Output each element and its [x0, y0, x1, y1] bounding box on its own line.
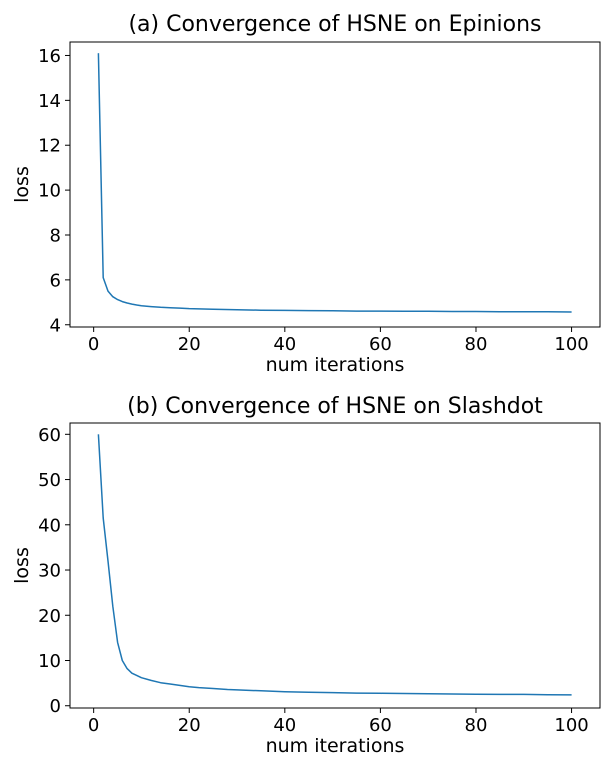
- plot-frame: [69, 41, 601, 328]
- x-tick-label: 80: [465, 334, 488, 355]
- x-tick-label: 20: [178, 334, 201, 355]
- x-tick-label: 80: [465, 715, 488, 736]
- chart-title: (a) Convergence of HSNE on Epinions: [128, 12, 541, 37]
- x-axis-label: num iterations: [266, 735, 405, 757]
- panel-epinions: (a) Convergence of HSNE on Epinions 0 20 4…: [11, 12, 601, 376]
- y-axis: 4 6 8 10 12 14 16: [38, 46, 70, 336]
- x-tick-label: 20: [178, 715, 201, 736]
- y-tick-label: 14: [38, 91, 61, 112]
- y-tick-label: 50: [38, 470, 61, 491]
- y-axis: 0 10 20 30 40 50 60: [38, 425, 70, 717]
- x-tick-label: 0: [88, 334, 99, 355]
- x-tick-label: 60: [369, 334, 392, 355]
- y-tick-label: 40: [38, 515, 61, 536]
- x-tick-label: 60: [369, 715, 392, 736]
- y-tick-label: 12: [38, 136, 61, 157]
- y-tick-label: 20: [38, 606, 61, 627]
- y-tick-label: 8: [50, 225, 61, 246]
- y-tick-label: 10: [38, 651, 61, 672]
- y-tick-label: 10: [38, 181, 61, 202]
- x-axis: 0 20 40 60 80 100: [88, 708, 589, 736]
- x-tick-label: 0: [88, 715, 99, 736]
- panel-slashdot: (b) Convergence of HSNE on Slashdot 0 20 4…: [11, 394, 601, 757]
- x-tick-label: 100: [554, 334, 588, 355]
- y-tick-label: 6: [50, 270, 61, 291]
- y-tick-label: 60: [38, 425, 61, 446]
- x-tick-label: 40: [273, 334, 296, 355]
- y-tick-label: 30: [38, 561, 61, 582]
- y-tick-label: 4: [50, 315, 61, 336]
- y-tick-label: 0: [50, 696, 61, 717]
- y-axis-label: loss: [11, 547, 33, 584]
- loss-line: [97, 53, 572, 313]
- chart-title: (b) Convergence of HSNE on Slashdot: [127, 394, 543, 419]
- y-axis-label: loss: [11, 166, 33, 203]
- loss-line: [97, 434, 572, 696]
- x-axis-label: num iterations: [266, 354, 405, 376]
- x-axis: 0 20 40 60 80 100: [88, 327, 589, 355]
- plot-frame: [69, 422, 601, 709]
- y-tick-label: 16: [38, 46, 61, 67]
- x-tick-label: 40: [273, 715, 296, 736]
- x-tick-label: 100: [554, 715, 588, 736]
